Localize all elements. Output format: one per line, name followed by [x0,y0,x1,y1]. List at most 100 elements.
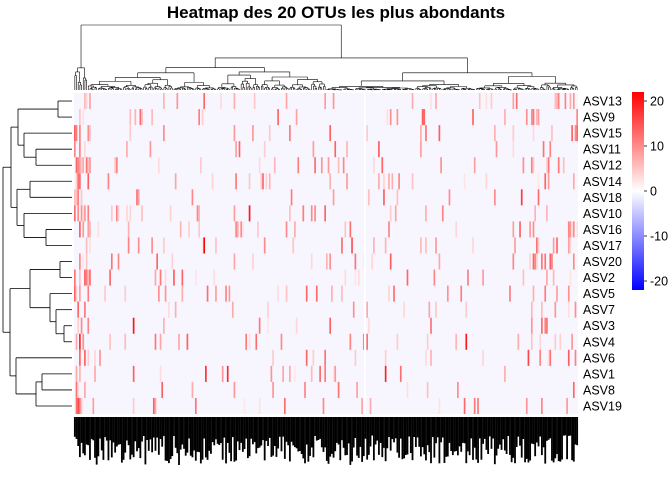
heatmap-cell [213,269,216,286]
heatmap-cell [546,205,548,222]
heatmap-cell [84,205,86,222]
heatmap-cell [314,205,316,222]
column-label [562,417,565,436]
column-label [384,417,387,462]
heatmap-cell [154,397,157,414]
heatmap-cell [263,237,266,254]
heatmap-cell [346,173,348,190]
heatmap-cell [77,189,80,206]
heatmap-cell [80,397,83,414]
heatmap-cell [87,221,90,238]
heatmap-cell [368,189,370,206]
heatmap-cell [435,301,437,318]
heatmap-cell [554,93,557,110]
heatmap-cell [512,125,515,142]
heatmap-cell [77,301,80,318]
heatmap-cell [440,157,442,174]
heatmap-cell [82,253,85,270]
column-label [228,417,231,453]
column-label [522,417,525,439]
column-label [142,417,145,436]
heatmap-cell [258,157,261,174]
heatmap-cell [324,93,326,110]
column-label [119,417,122,445]
heatmap-cell [163,125,165,142]
heatmap-cell [188,221,190,238]
column-label [139,417,142,459]
heatmap-cell [228,285,231,302]
color-legend-bar [632,92,644,290]
heatmap-cell [79,397,81,414]
column-label [199,417,202,464]
column-label [374,417,377,445]
column-label [378,417,380,455]
heatmap-cell [389,205,392,222]
heatmap-cell [396,333,399,350]
column-label [253,417,256,443]
column-label [566,417,568,460]
heatmap-cell [126,141,128,158]
heatmap-cell [233,381,236,398]
heatmap-cell [233,125,236,142]
column-label [483,417,486,439]
column-label [460,417,463,452]
heatmap-cell [541,301,543,318]
heatmap-cell [455,221,458,238]
heatmap-cell [547,157,550,174]
heatmap-cell [572,253,575,270]
column-label [292,417,295,446]
heatmap-cell [262,173,264,190]
column-label [137,417,140,449]
heatmap-cell [482,269,484,286]
column-label [520,417,523,458]
column-labels [73,417,579,465]
column-label [468,417,471,456]
row-label: ASV7 [583,303,615,317]
heatmap-cell [557,93,560,110]
heatmap-cell [221,365,224,382]
heatmap-cell [467,269,469,286]
heatmap-cell [75,381,78,398]
column-label [572,417,575,462]
heatmap-cell [314,157,316,174]
heatmap-cell [127,237,130,254]
heatmap-cell [200,157,202,174]
column-label [325,417,328,461]
heatmap-cell [159,269,162,286]
column-label [514,417,516,464]
column-label [571,417,574,461]
column-label [482,417,484,444]
row-label: ASV4 [583,335,615,349]
heatmap-cell [163,317,165,334]
heatmap-cell [87,157,90,174]
column-label [351,417,353,462]
column-label [151,417,154,453]
column-label [576,417,579,446]
heatmap-cell [253,93,256,110]
column-dendrogram [74,24,578,91]
heatmap-cell [472,237,474,254]
heatmap-cell [425,205,427,222]
column-label [398,417,400,458]
column-label [463,417,466,444]
column-label [110,417,113,458]
heatmap-cell [117,205,120,222]
heatmap-cell [87,285,90,302]
heatmap-cell [85,269,88,286]
heatmap-cell [87,317,90,334]
column-label [414,417,417,447]
column-label [255,417,258,454]
column-label [171,417,174,457]
column-label [357,417,360,458]
column-label [309,417,311,456]
column-label [396,417,399,453]
heatmap-cell [441,205,444,222]
heatmap-cell [574,301,577,318]
heatmap-cell [74,205,76,222]
heatmap-cell [322,397,325,414]
heatmap-cell [164,285,167,302]
heatmap-cell [173,269,175,286]
heatmap-cell [79,173,81,190]
heatmap-cell [191,381,194,398]
column-label [290,417,293,442]
